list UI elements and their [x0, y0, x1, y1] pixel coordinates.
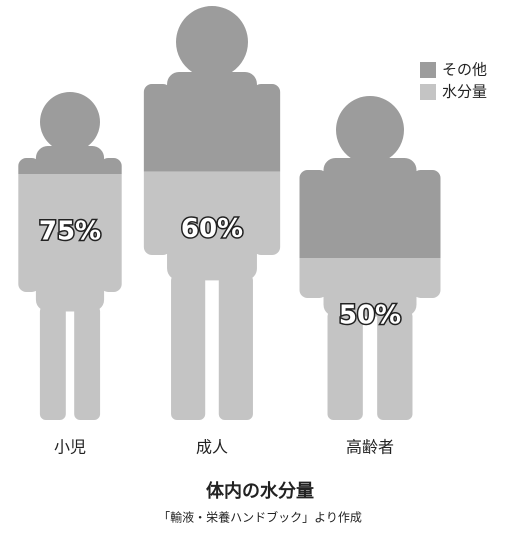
chart-subtitle: 「輸液・栄養ハンドブック」より作成	[158, 510, 362, 525]
legend-label: その他	[442, 61, 487, 79]
value-label: 50%	[339, 301, 401, 331]
water-segment	[220, 258, 520, 420]
chart: 体内の水分量 「輸液・栄養ハンドブック」より作成 75% 小児 60% 成人 50% 高齢…	[0, 0, 521, 533]
legend-swatch	[420, 62, 436, 78]
category-label: 成人	[196, 438, 228, 457]
value-label: 75%	[39, 217, 101, 247]
chart-title: 体内の水分量	[206, 480, 314, 502]
category-label: 高齢者	[346, 438, 394, 457]
other-segment	[67, 6, 357, 172]
legend-swatch	[420, 84, 436, 100]
legend-label: 水分量	[442, 83, 487, 101]
category-label: 小児	[54, 438, 86, 457]
value-label: 60%	[181, 214, 243, 244]
